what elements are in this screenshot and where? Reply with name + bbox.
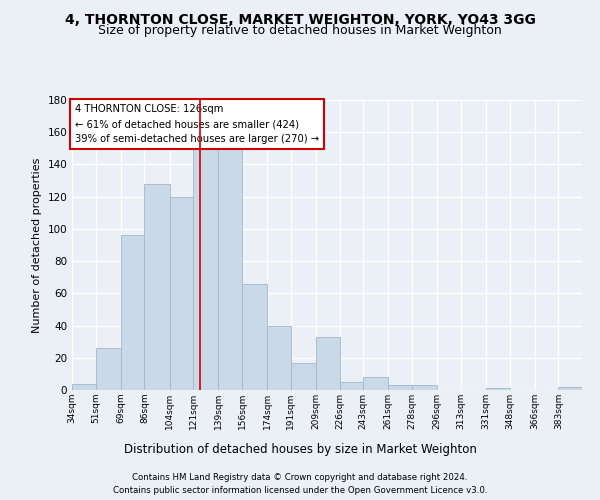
Y-axis label: Number of detached properties: Number of detached properties	[32, 158, 42, 332]
Bar	[363, 377, 388, 390]
Bar	[267, 326, 291, 390]
Bar	[316, 337, 340, 390]
Bar	[242, 284, 267, 390]
Bar	[486, 388, 509, 390]
Bar	[291, 362, 316, 390]
Text: Contains HM Land Registry data © Crown copyright and database right 2024.: Contains HM Land Registry data © Crown c…	[132, 472, 468, 482]
Bar	[388, 385, 412, 390]
Bar	[72, 384, 95, 390]
Bar	[95, 348, 121, 390]
Text: Size of property relative to detached houses in Market Weighton: Size of property relative to detached ho…	[98, 24, 502, 37]
Bar	[559, 387, 582, 390]
Bar	[170, 196, 193, 390]
Text: Distribution of detached houses by size in Market Weighton: Distribution of detached houses by size …	[124, 442, 476, 456]
Bar	[412, 385, 437, 390]
Text: 4 THORNTON CLOSE: 126sqm
← 61% of detached houses are smaller (424)
39% of semi-: 4 THORNTON CLOSE: 126sqm ← 61% of detach…	[74, 104, 319, 144]
Bar	[218, 145, 242, 390]
Bar	[145, 184, 170, 390]
Bar	[121, 236, 145, 390]
Bar	[340, 382, 363, 390]
Bar	[193, 145, 218, 390]
Text: Contains public sector information licensed under the Open Government Licence v3: Contains public sector information licen…	[113, 486, 487, 495]
Text: 4, THORNTON CLOSE, MARKET WEIGHTON, YORK, YO43 3GG: 4, THORNTON CLOSE, MARKET WEIGHTON, YORK…	[65, 12, 535, 26]
